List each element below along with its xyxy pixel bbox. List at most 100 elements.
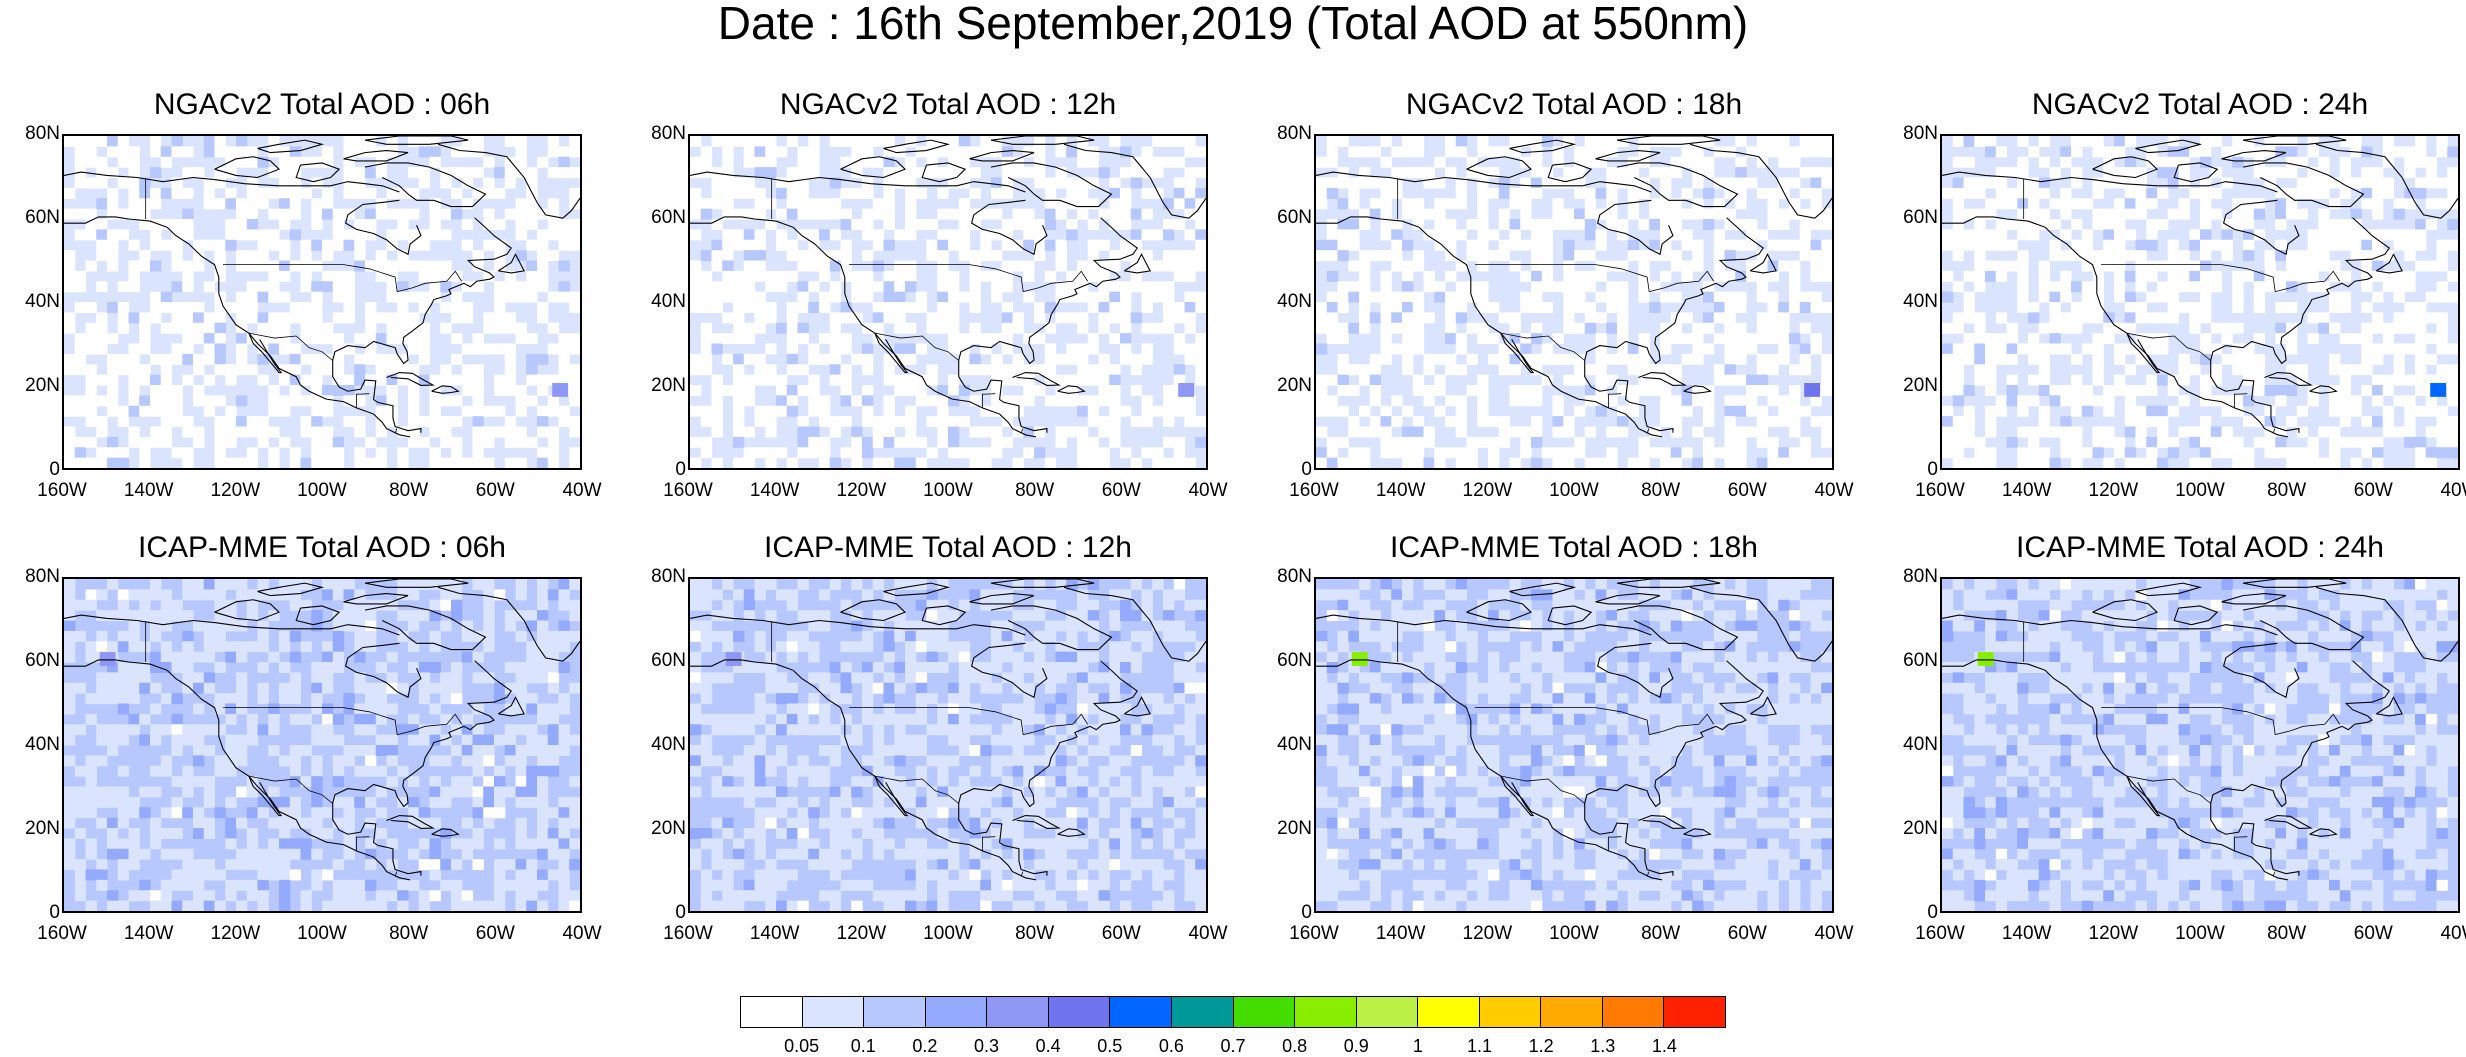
aod-cell bbox=[701, 870, 712, 881]
aod-cell bbox=[884, 188, 895, 199]
aod-cell bbox=[948, 427, 959, 438]
aod-cell bbox=[1099, 240, 1110, 251]
aod-cell bbox=[311, 610, 322, 621]
aod-cell bbox=[937, 271, 948, 282]
aod-cell bbox=[1195, 344, 1206, 355]
aod-cell bbox=[376, 364, 387, 375]
aod-cell bbox=[2340, 167, 2351, 178]
aod-cell bbox=[1056, 437, 1067, 448]
aod-cell bbox=[483, 641, 494, 652]
aod-cell bbox=[172, 323, 183, 334]
aod-cell bbox=[247, 641, 258, 652]
aod-cell bbox=[937, 437, 948, 448]
aod-cell bbox=[830, 375, 841, 386]
aod-cell bbox=[755, 240, 766, 251]
map-plot-area bbox=[688, 577, 1208, 913]
aod-cell bbox=[808, 652, 819, 663]
aod-cell bbox=[1542, 447, 1553, 458]
aod-cell bbox=[2426, 458, 2437, 468]
aod-cell bbox=[765, 859, 776, 870]
aod-cell bbox=[830, 807, 841, 818]
aod-cell bbox=[2028, 333, 2039, 344]
aod-cell bbox=[808, 167, 819, 178]
aod-cell bbox=[2340, 240, 2351, 251]
aod-cell bbox=[1671, 261, 1682, 272]
aod-cell bbox=[798, 724, 809, 735]
aod-cell bbox=[279, 219, 290, 230]
aod-cell bbox=[884, 652, 895, 663]
aod-cell bbox=[2437, 250, 2448, 261]
aod-cell bbox=[1163, 302, 1174, 313]
aod-cell bbox=[733, 437, 744, 448]
aod-cell bbox=[2114, 229, 2125, 240]
aod-cell bbox=[744, 136, 755, 147]
aod-cell bbox=[354, 458, 365, 468]
aod-cell bbox=[526, 745, 537, 756]
aod-cell bbox=[722, 901, 733, 911]
aod-cell bbox=[1703, 292, 1714, 303]
aod-cell bbox=[1778, 458, 1789, 468]
aod-cell bbox=[258, 797, 269, 808]
aod-cell bbox=[2275, 219, 2286, 230]
aod-cell bbox=[1413, 344, 1424, 355]
aod-cell bbox=[333, 652, 344, 663]
aod-cell bbox=[1142, 354, 1153, 365]
aod-cell bbox=[537, 281, 548, 292]
aod-cell bbox=[862, 406, 873, 417]
aod-cell bbox=[161, 890, 172, 901]
aod-cell bbox=[2372, 240, 2383, 251]
aod-cell bbox=[559, 735, 570, 746]
aod-cell bbox=[129, 240, 140, 251]
aod-cell bbox=[301, 333, 312, 344]
aod-cell bbox=[354, 395, 365, 406]
aod-cell bbox=[712, 302, 723, 313]
aod-cell bbox=[755, 890, 766, 901]
aod-cell bbox=[161, 641, 172, 652]
aod-cell bbox=[129, 271, 140, 282]
aod-cell bbox=[1445, 136, 1456, 147]
aod-cell bbox=[1381, 333, 1392, 344]
aod-cell bbox=[927, 652, 938, 663]
aod-cell bbox=[862, 281, 873, 292]
aod-cell bbox=[1402, 437, 1413, 448]
aod-cell bbox=[344, 610, 355, 621]
aod-cell bbox=[2243, 458, 2254, 468]
aod-cell bbox=[268, 240, 279, 251]
aod-cell bbox=[894, 662, 905, 673]
latitude-tick-label: 20N bbox=[1903, 375, 1938, 397]
aod-cell bbox=[494, 880, 505, 891]
aod-cell bbox=[2114, 281, 2125, 292]
aod-cell bbox=[408, 579, 419, 590]
aod-cell bbox=[841, 859, 852, 870]
aod-cell bbox=[397, 579, 408, 590]
aod-cell bbox=[1757, 354, 1768, 365]
aod-cell bbox=[537, 416, 548, 427]
aod-cell bbox=[548, 198, 559, 209]
aod-cell bbox=[268, 229, 279, 240]
aod-cell bbox=[96, 219, 107, 230]
aod-cell bbox=[430, 458, 441, 468]
aod-cell bbox=[2136, 240, 2147, 251]
aod-cell bbox=[2060, 344, 2071, 355]
aod-cell bbox=[1477, 281, 1488, 292]
aod-cell bbox=[2232, 292, 2243, 303]
aod-cell bbox=[344, 312, 355, 323]
aod-cell bbox=[851, 271, 862, 282]
aod-cell bbox=[776, 323, 787, 334]
aod-cell bbox=[1109, 198, 1120, 209]
aod-cell bbox=[2297, 188, 2308, 199]
aod-cell bbox=[268, 271, 279, 282]
aod-cell bbox=[851, 838, 862, 849]
aod-cell bbox=[733, 901, 744, 911]
aod-cell bbox=[451, 672, 462, 683]
aod-cell bbox=[755, 416, 766, 427]
aod-cell bbox=[1942, 437, 1953, 448]
aod-cell bbox=[1477, 292, 1488, 303]
aod-cell bbox=[1023, 375, 1034, 386]
aod-cell bbox=[2103, 333, 2114, 344]
aod-cell bbox=[204, 859, 215, 870]
aod-cell bbox=[798, 849, 809, 860]
aod-cell bbox=[2340, 292, 2351, 303]
aod-cell bbox=[86, 178, 97, 189]
